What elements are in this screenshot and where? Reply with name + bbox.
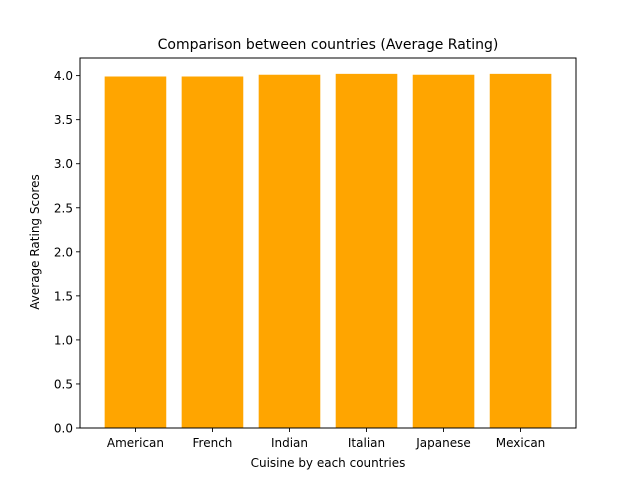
bar-indian <box>258 74 321 429</box>
x-tick-label: Mexican <box>496 436 546 450</box>
y-tick-label: 3.0 <box>54 157 73 171</box>
x-axis-ticks: American French Indian Italian Japanese Mexic… <box>107 428 545 450</box>
x-axis-label: Cuisine by each countries <box>251 456 406 470</box>
axes-frame <box>79 57 577 429</box>
y-tick-label: 0.5 <box>54 377 73 391</box>
x-tick-label: Italian <box>348 436 385 450</box>
y-tick-label: 4.0 <box>54 69 73 83</box>
x-tick-label: Indian <box>271 436 308 450</box>
y-tick-label: 2.0 <box>54 245 73 259</box>
chart-title: Comparison between countries (Average Ra… <box>158 37 499 53</box>
x-tick-label: Japanese <box>415 436 471 450</box>
x-tick-label: French <box>193 436 233 450</box>
y-tick-label: 1.5 <box>54 289 73 303</box>
bar-japanese <box>412 74 475 429</box>
y-tick-label: 2.5 <box>54 201 73 215</box>
y-axis-ticks: 0.0 0.5 1.0 1.5 2.0 2.5 3.0 3.5 4.0 <box>54 69 80 436</box>
bar-italian <box>335 73 398 429</box>
x-tick-label: American <box>107 436 164 450</box>
plot-area: 0.0 0.5 1.0 1.5 2.0 2.5 3.0 3.5 4.0 American Fren… <box>54 57 577 450</box>
y-tick-label: 3.5 <box>54 113 73 127</box>
bar-french <box>181 76 244 428</box>
y-tick-label: 0.0 <box>54 422 73 436</box>
y-tick-label: 1.0 <box>54 333 73 347</box>
bar-mexican <box>489 73 552 429</box>
bars-group <box>104 73 552 429</box>
bar-american <box>104 76 167 428</box>
y-axis-label: Average Rating Scores <box>28 174 42 309</box>
